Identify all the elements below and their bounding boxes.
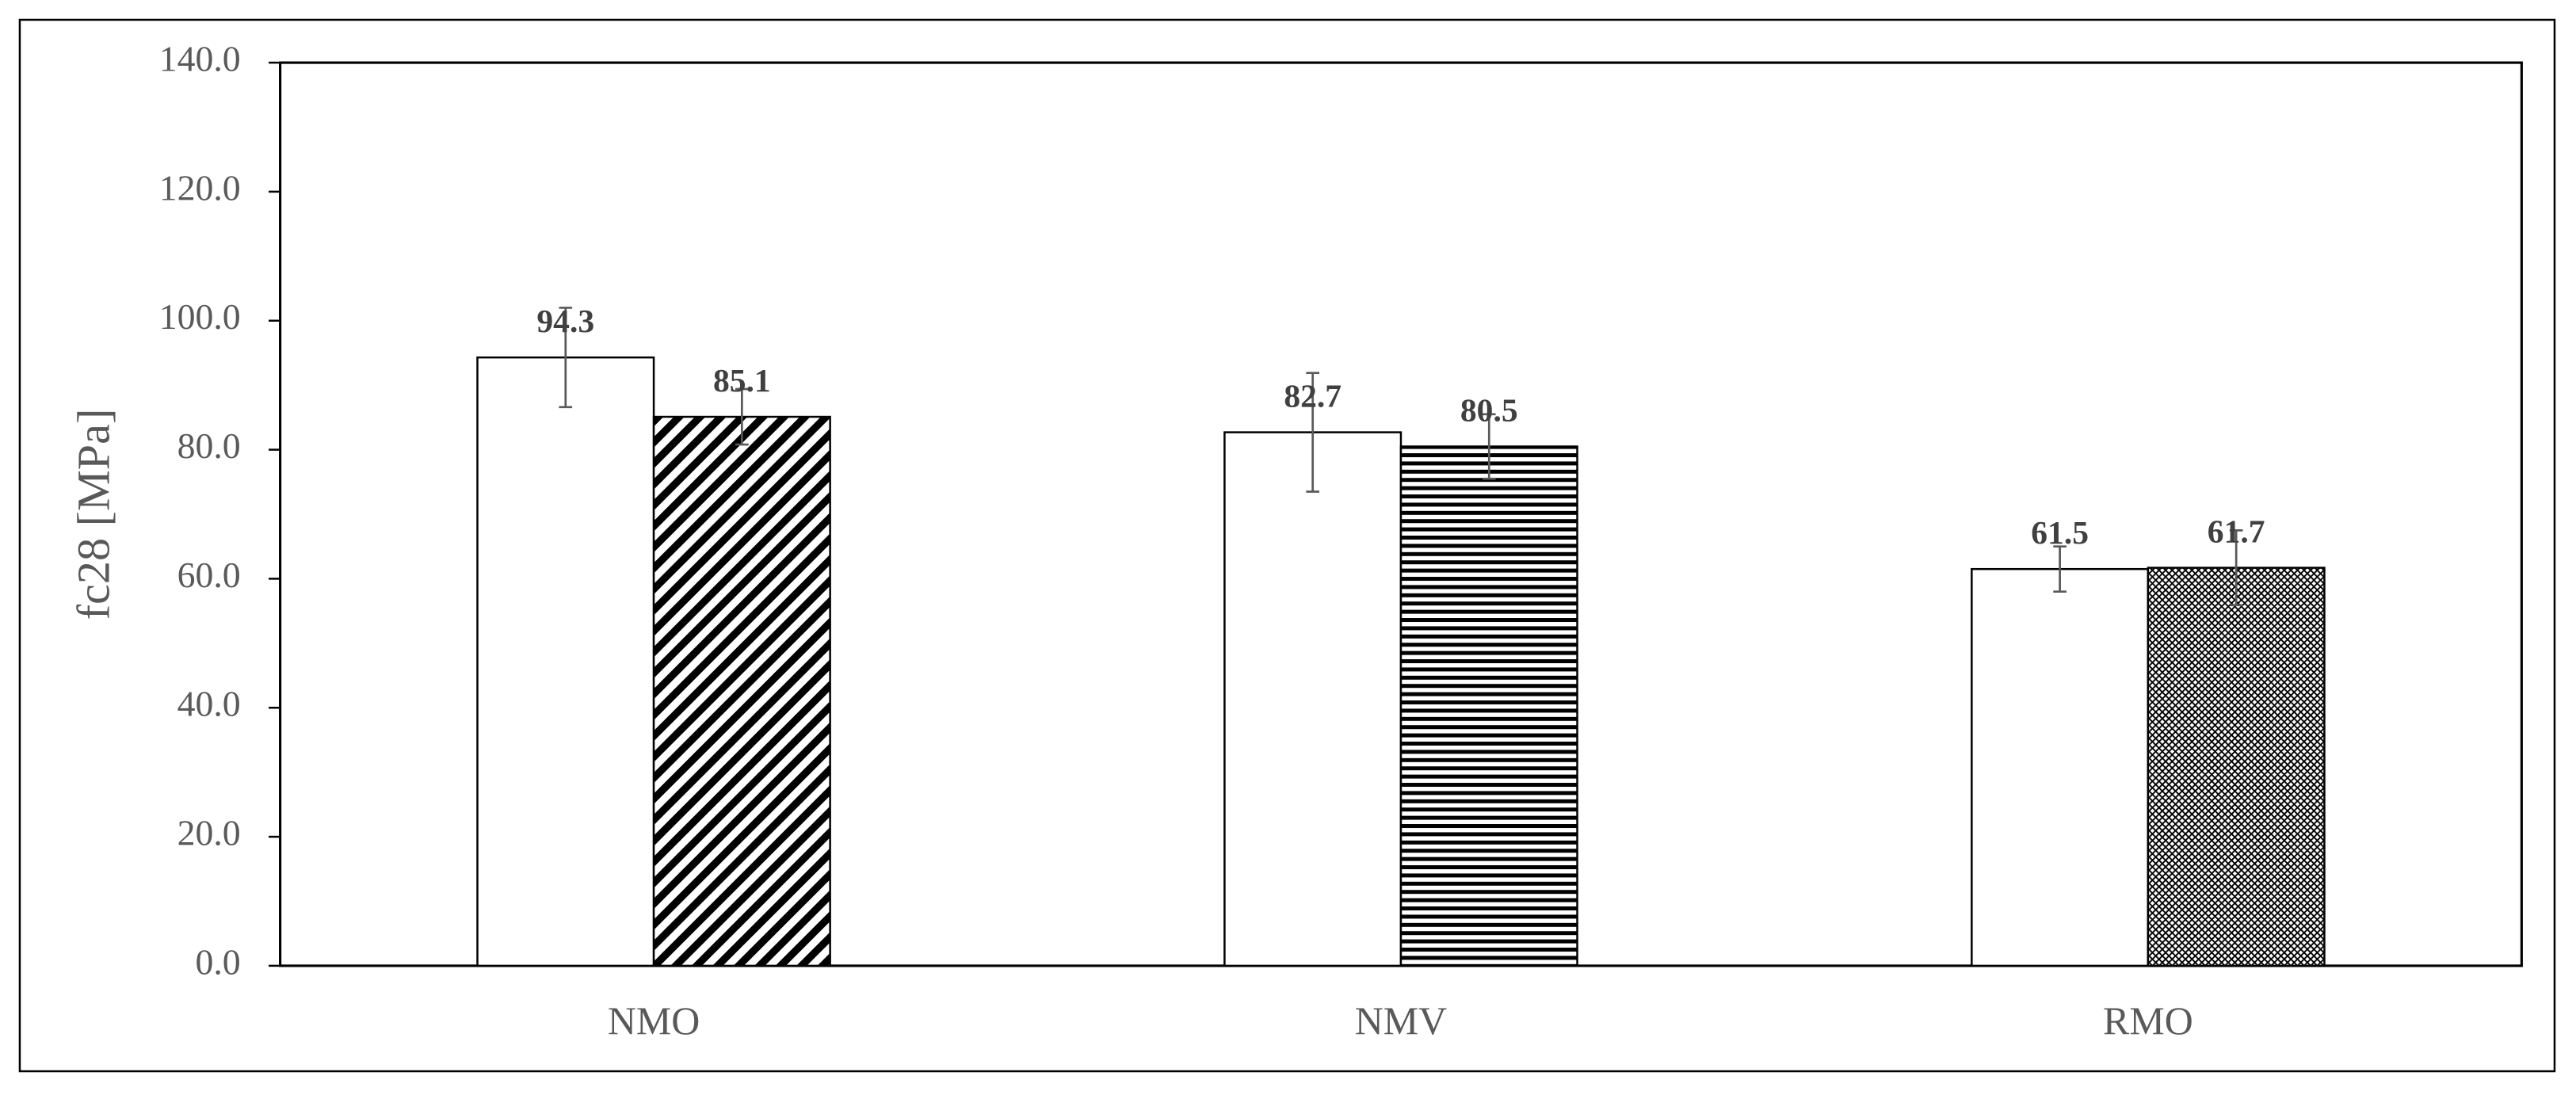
y-tick-label: 120.0 <box>159 167 241 208</box>
value-label: 61.5 <box>2031 514 2089 551</box>
bar <box>652 415 831 967</box>
value-label: 80.5 <box>1460 391 1518 428</box>
y-tick-label: 140.0 <box>159 39 241 79</box>
bar <box>1971 567 2150 967</box>
value-label: 85.1 <box>713 362 771 399</box>
value-label: 61.7 <box>2208 513 2265 550</box>
value-label: 82.7 <box>1284 378 1341 414</box>
error-bar <box>559 307 573 409</box>
bar <box>1399 445 1578 967</box>
x-tick-label: NMO <box>608 999 700 1043</box>
error-bar <box>2053 545 2067 593</box>
bar <box>2147 567 2326 967</box>
y-tick-label: 60.0 <box>177 555 241 595</box>
value-label: 94.3 <box>536 303 594 339</box>
y-tick-label: 0.0 <box>195 941 240 982</box>
y-tick-label: 40.0 <box>177 684 241 724</box>
error-bar <box>1306 372 1320 493</box>
y-tick-label: 80.0 <box>177 425 241 466</box>
error-bar <box>2229 528 2243 607</box>
x-tick-label: NMV <box>1355 999 1447 1043</box>
bar <box>1223 431 1402 967</box>
x-tick-label: RMO <box>2103 999 2193 1043</box>
y-tick-label: 100.0 <box>159 296 241 337</box>
bar <box>476 356 655 967</box>
error-bar <box>735 387 749 446</box>
y-tick-label: 20.0 <box>177 813 241 853</box>
error-bar <box>1482 413 1496 480</box>
y-axis-title: fc28 [MPa] <box>67 409 119 620</box>
